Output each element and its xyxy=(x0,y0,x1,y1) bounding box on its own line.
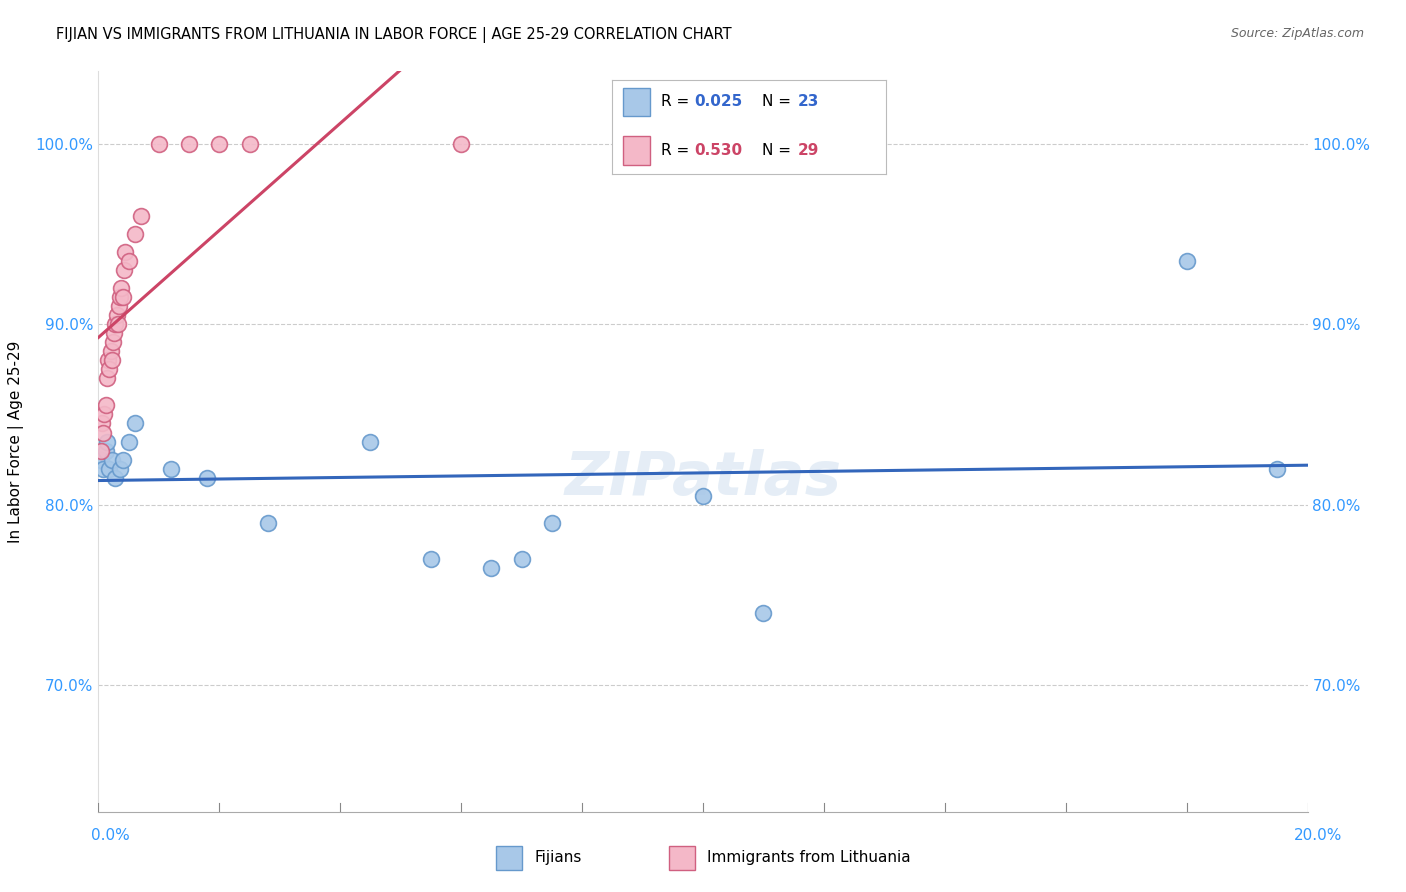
Point xyxy=(111,452,134,467)
Point xyxy=(239,136,262,151)
Point xyxy=(118,254,141,268)
Point xyxy=(98,461,121,475)
Point xyxy=(420,552,443,566)
Point xyxy=(124,417,146,431)
Point xyxy=(129,209,152,223)
Text: R =: R = xyxy=(661,143,695,158)
Point xyxy=(108,299,131,313)
Text: N =: N = xyxy=(762,95,796,110)
Point xyxy=(90,452,112,467)
Text: ZIPatlas: ZIPatlas xyxy=(564,449,842,508)
Point xyxy=(100,344,122,359)
Text: 0.530: 0.530 xyxy=(695,143,742,158)
Point xyxy=(195,470,218,484)
Point xyxy=(104,470,127,484)
Point xyxy=(91,425,114,440)
Point xyxy=(160,461,183,475)
Text: N =: N = xyxy=(762,143,796,158)
Point xyxy=(100,353,122,368)
Text: FIJIAN VS IMMIGRANTS FROM LITHUANIA IN LABOR FORCE | AGE 25-29 CORRELATION CHART: FIJIAN VS IMMIGRANTS FROM LITHUANIA IN L… xyxy=(56,27,733,43)
Point xyxy=(256,516,278,530)
Point xyxy=(107,317,129,331)
Point xyxy=(96,434,118,449)
Point xyxy=(90,443,112,458)
Point xyxy=(101,335,124,350)
Point xyxy=(91,461,114,475)
Point xyxy=(111,290,134,304)
Point xyxy=(124,227,146,241)
Point xyxy=(91,417,114,431)
Point xyxy=(93,408,115,422)
FancyBboxPatch shape xyxy=(623,136,650,164)
Point xyxy=(1175,254,1198,268)
Point xyxy=(118,434,141,449)
Text: 20.0%: 20.0% xyxy=(1295,828,1343,843)
Point xyxy=(540,516,562,530)
Point xyxy=(510,552,533,566)
Text: R =: R = xyxy=(661,95,695,110)
Point xyxy=(94,399,117,413)
Point xyxy=(481,561,503,575)
Point xyxy=(752,606,775,620)
Point xyxy=(450,136,472,151)
Point xyxy=(96,371,118,385)
Point xyxy=(108,461,131,475)
Point xyxy=(103,326,125,341)
Point xyxy=(1267,461,1289,475)
Text: Fijians: Fijians xyxy=(534,850,582,864)
FancyBboxPatch shape xyxy=(623,87,650,116)
FancyBboxPatch shape xyxy=(496,846,522,871)
Text: Immigrants from Lithuania: Immigrants from Lithuania xyxy=(707,850,911,864)
Text: 29: 29 xyxy=(799,143,820,158)
Text: 0.0%: 0.0% xyxy=(91,828,131,843)
Point xyxy=(692,489,714,503)
Point xyxy=(108,290,131,304)
Y-axis label: In Labor Force | Age 25-29: In Labor Force | Age 25-29 xyxy=(8,341,24,542)
Point xyxy=(97,353,120,368)
FancyBboxPatch shape xyxy=(669,846,695,871)
Point xyxy=(104,317,127,331)
Text: 0.025: 0.025 xyxy=(695,95,742,110)
Text: Source: ZipAtlas.com: Source: ZipAtlas.com xyxy=(1230,27,1364,40)
Point xyxy=(179,136,201,151)
Point xyxy=(360,434,382,449)
Point xyxy=(112,263,135,277)
Point xyxy=(208,136,231,151)
Point xyxy=(105,308,128,322)
Point xyxy=(100,452,122,467)
Text: 23: 23 xyxy=(799,95,820,110)
Point xyxy=(98,362,121,376)
Point xyxy=(114,244,136,259)
Point xyxy=(94,443,117,458)
Point xyxy=(148,136,170,151)
Point xyxy=(110,281,132,295)
